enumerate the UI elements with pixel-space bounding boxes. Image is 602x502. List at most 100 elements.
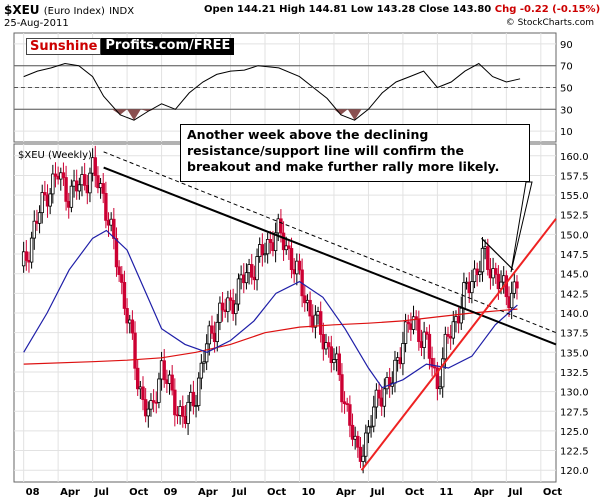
price-candle-body [210, 325, 214, 334]
price-candle-body [128, 319, 132, 324]
price-tick-label: 142.5 [560, 289, 589, 300]
price-candle-body [504, 275, 509, 298]
price-candle-body [61, 172, 66, 178]
price-candle-body [366, 426, 371, 434]
brand-logo: Sunshine Profits.com/FREE [26, 38, 235, 55]
price-candle-body [406, 321, 410, 325]
price-candle-body [88, 172, 92, 194]
price-candle-body [244, 272, 249, 284]
price-candle-body [438, 386, 442, 390]
price-candle-body [133, 332, 137, 369]
price-candle-body [247, 264, 251, 274]
price-candle-body [149, 400, 153, 410]
price-tick-label: 122.5 [560, 447, 589, 458]
price-candle-body [138, 386, 143, 390]
price-candle-body [353, 435, 357, 440]
x-tick-label: Oct [129, 487, 148, 498]
price-candle-body [448, 335, 453, 339]
price-candle-body [77, 184, 82, 192]
x-tick-label: 11 [439, 487, 453, 498]
price-candle-body [35, 220, 39, 224]
price-candle-body [67, 200, 71, 208]
price-candle-body [268, 239, 273, 244]
price-candle-body [228, 297, 233, 301]
price-candle-body [82, 174, 87, 186]
price-candle-body [382, 388, 387, 407]
price-candle-body [401, 343, 405, 365]
price-candle-body [154, 401, 158, 404]
x-tick-label: Oct [543, 487, 562, 498]
price-candle-body [464, 281, 469, 284]
price-candle-body [515, 281, 519, 289]
price-candle-body [486, 246, 490, 270]
rsi-oversold-fill [347, 109, 362, 121]
price-candle-body [178, 406, 182, 416]
x-tick-label: Jul [94, 487, 109, 498]
price-candle-body [189, 391, 193, 403]
price-candle-body [512, 281, 517, 294]
price-candle-body [345, 403, 349, 406]
price-candle-body [287, 245, 291, 249]
price-candle-body [276, 218, 280, 234]
price-candle-body [308, 299, 312, 317]
price-candle-body [356, 435, 360, 448]
price-candle-body [451, 321, 456, 339]
price-candle-body [358, 446, 363, 462]
price-candle-body [446, 333, 450, 337]
price-candle-body [369, 425, 373, 428]
price-candle-body [377, 389, 381, 399]
price-candle-body [350, 424, 355, 440]
brand-part1: Sunshine [26, 38, 102, 55]
price-candle-body [281, 232, 286, 251]
price-tick-label: 137.5 [560, 329, 589, 340]
price-candle-body [263, 253, 267, 256]
price-candle-body [101, 183, 105, 194]
price-candle-body [494, 268, 498, 275]
price-candle-body [43, 192, 47, 196]
price-candle-body [125, 308, 129, 324]
price-candle-body [250, 264, 254, 278]
price-candle-body [234, 303, 238, 315]
price-candle-body [24, 251, 29, 261]
price-candle-body [456, 316, 461, 324]
price-candle-body [130, 319, 135, 334]
price-candle-body [239, 274, 243, 280]
price-candle-body [507, 296, 511, 309]
annotation-box: Another week above the declining resista… [180, 124, 530, 182]
price-candle-body [143, 399, 148, 417]
price-candle-body [321, 334, 326, 350]
price-candle-body [284, 245, 288, 251]
price-candle-body [135, 367, 140, 390]
price-candle-body [32, 220, 36, 239]
price-tick-label: 150.0 [560, 230, 589, 241]
price-candle-body [334, 353, 339, 360]
price-candle-body [191, 391, 196, 407]
price-candle-body [106, 219, 111, 226]
x-tick-label: 08 [26, 487, 40, 498]
price-candle-body [59, 172, 63, 180]
price-candle-body [141, 386, 145, 400]
price-candle-body [417, 318, 421, 342]
price-candle-body [220, 302, 225, 311]
rsi-tick-label: 10 [560, 127, 573, 138]
price-candle-body [496, 273, 501, 290]
ma50-line [23, 229, 518, 389]
price-candle-body [69, 185, 74, 208]
price-tick-label: 147.5 [560, 250, 589, 261]
price-tick-label: 127.5 [560, 407, 589, 418]
price-candle-body [454, 316, 458, 323]
price-candle-body [316, 311, 320, 316]
price-candle-body [199, 362, 204, 379]
price-candle-body [393, 359, 397, 384]
chart-date: 25-Aug-2011 [4, 18, 69, 29]
x-tick-label: Jul [232, 487, 247, 498]
price-tick-label: 160.0 [560, 152, 589, 163]
price-tick-label: 125.0 [560, 427, 589, 438]
price-candle-body [318, 311, 323, 335]
price-candle-body [403, 321, 408, 344]
price-candle-body [295, 260, 299, 275]
price-candle-body [303, 295, 307, 304]
price-candle-body [443, 333, 448, 360]
price-candle-body [425, 331, 429, 335]
